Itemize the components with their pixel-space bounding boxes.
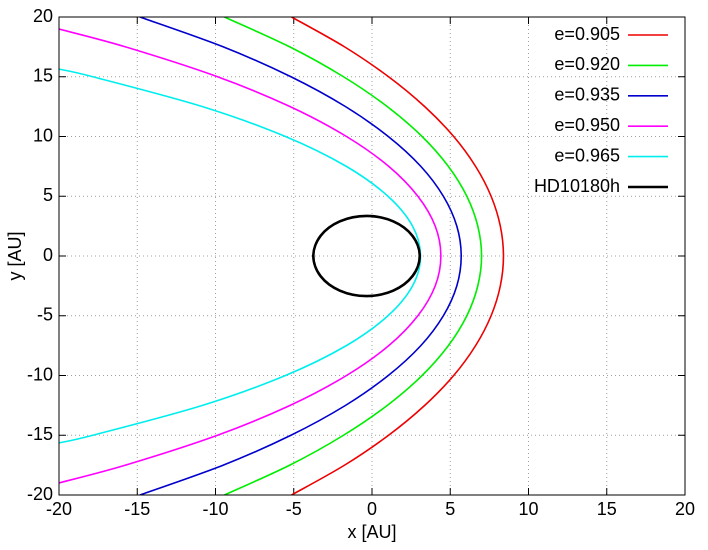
x-tick-label: 0 — [367, 499, 377, 519]
series-line — [59, 28, 442, 484]
x-tick-label: -20 — [46, 499, 72, 519]
x-tick-label: -5 — [286, 499, 302, 519]
y-tick-label: -5 — [37, 305, 53, 325]
y-tick-label: -10 — [27, 364, 53, 384]
series-line — [139, 17, 463, 495]
x-axis-label: x [AU] — [347, 522, 396, 542]
series-line — [224, 17, 483, 495]
legend-label: e=0.965 — [554, 145, 620, 165]
y-tick-label: 5 — [43, 185, 53, 205]
x-tick-label: 5 — [445, 499, 455, 519]
y-tick-label: -20 — [27, 484, 53, 504]
y-tick-label: 10 — [33, 125, 53, 145]
legend-label: HD10180h — [534, 176, 620, 196]
series-line — [312, 214, 422, 298]
y-tick-label: 15 — [33, 66, 53, 86]
legend-label: e=0.935 — [554, 85, 620, 105]
y-tick-label: 20 — [33, 6, 53, 26]
plot-border — [58, 16, 686, 496]
series-line — [291, 17, 505, 495]
x-tick-label: 10 — [518, 499, 538, 519]
plot-area — [59, 17, 505, 495]
legend-label: e=0.920 — [554, 54, 620, 74]
legend-label: e=0.905 — [554, 24, 620, 44]
x-tick-label: -10 — [202, 499, 228, 519]
y-axis-label: y [AU] — [5, 231, 25, 280]
y-tick-label: -15 — [27, 424, 53, 444]
x-tick-label: 15 — [597, 499, 617, 519]
x-tick-label: 20 — [675, 499, 695, 519]
x-tick-label: -15 — [124, 499, 150, 519]
legend-label: e=0.950 — [554, 115, 620, 135]
y-tick-label: 0 — [43, 245, 53, 265]
